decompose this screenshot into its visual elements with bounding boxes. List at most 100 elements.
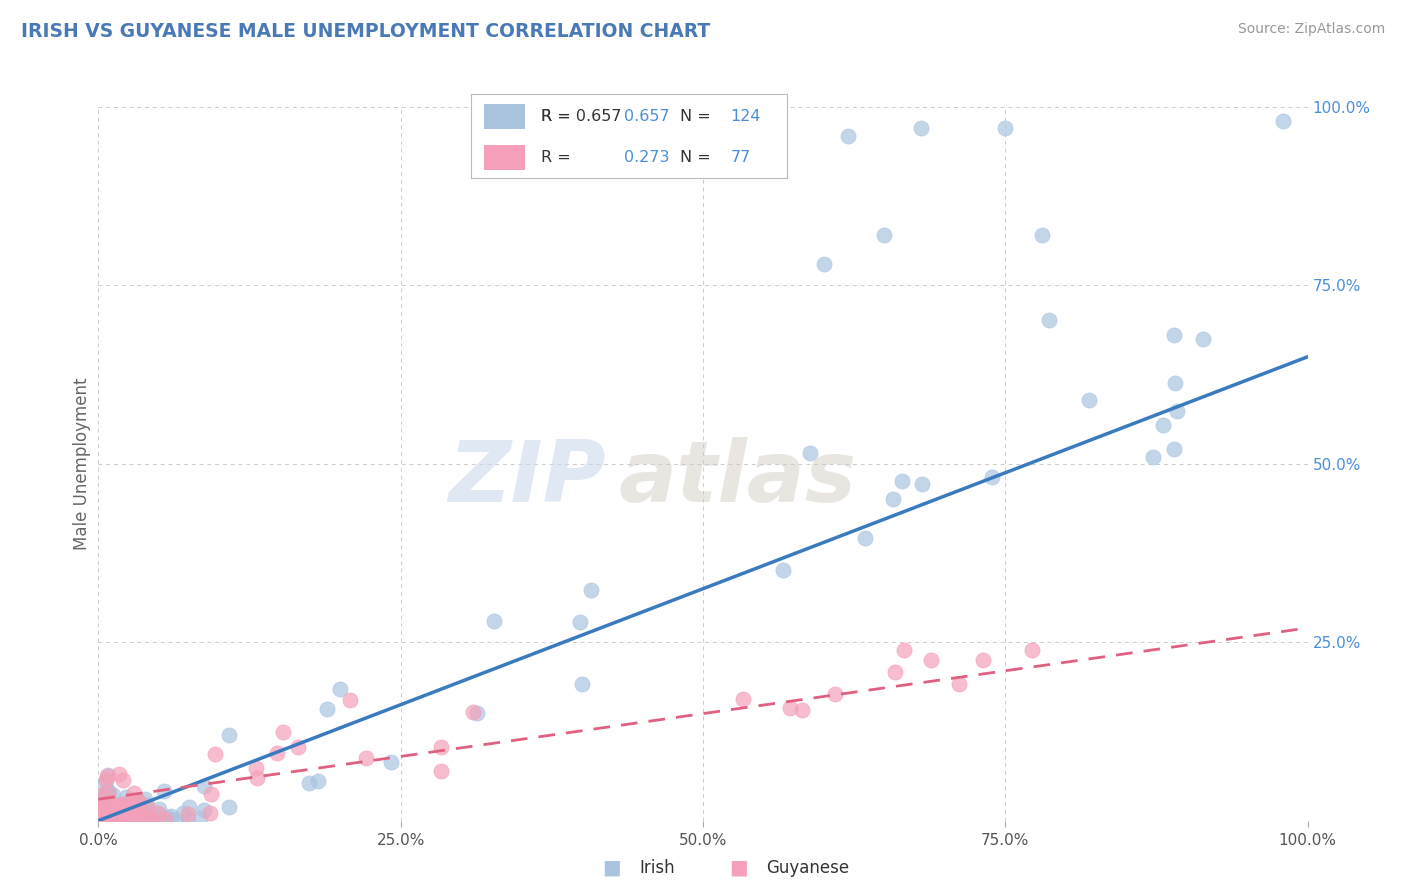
Irish: [97, 785, 120, 799]
Guyanese: [266, 746, 288, 760]
Irish: [93, 775, 115, 789]
Irish: [110, 798, 132, 813]
Guyanese: [198, 806, 221, 821]
Irish: [90, 811, 112, 825]
Guyanese: [120, 802, 142, 816]
Irish: [813, 257, 835, 271]
Irish: [93, 788, 115, 802]
Irish: [94, 796, 117, 810]
Irish: [127, 798, 149, 813]
Irish: [571, 677, 593, 691]
Irish: [1152, 418, 1174, 433]
Text: ▪: ▪: [602, 854, 621, 882]
Guyanese: [89, 799, 111, 814]
Irish: [103, 788, 125, 802]
Irish: [124, 813, 146, 827]
Guyanese: [117, 798, 139, 813]
Irish: [89, 813, 111, 827]
Irish: [1166, 403, 1188, 417]
Guyanese: [110, 797, 132, 811]
Guyanese: [111, 773, 134, 788]
Irish: [1142, 450, 1164, 464]
Irish: [115, 810, 138, 824]
Guyanese: [96, 769, 118, 783]
Irish: [153, 784, 176, 798]
Guyanese: [122, 786, 145, 800]
Irish: [994, 121, 1017, 136]
Guyanese: [89, 799, 111, 814]
Guyanese: [128, 795, 150, 809]
Irish: [104, 805, 127, 820]
Guyanese: [108, 766, 131, 780]
Irish: [1038, 313, 1060, 327]
Irish: [127, 794, 149, 808]
Guyanese: [779, 701, 801, 715]
Irish: [141, 812, 163, 826]
Guyanese: [204, 747, 226, 761]
Guyanese: [461, 705, 484, 719]
Guyanese: [883, 665, 905, 679]
Guyanese: [129, 813, 152, 827]
Irish: [1163, 442, 1185, 456]
Irish: [298, 775, 321, 789]
Irish: [91, 812, 114, 826]
Irish: [94, 803, 117, 817]
Text: 124: 124: [731, 109, 761, 124]
Guyanese: [89, 800, 111, 814]
Guyanese: [287, 739, 309, 754]
Irish: [132, 809, 155, 823]
Irish: [218, 799, 240, 814]
Irish: [110, 800, 132, 814]
Guyanese: [105, 811, 128, 825]
Irish: [127, 801, 149, 815]
Irish: [98, 810, 121, 824]
Irish: [160, 809, 183, 823]
Guyanese: [94, 773, 117, 788]
FancyBboxPatch shape: [484, 145, 524, 169]
Irish: [772, 563, 794, 577]
Guyanese: [790, 703, 813, 717]
Irish: [110, 812, 132, 826]
Guyanese: [91, 811, 114, 825]
Guyanese: [125, 813, 148, 827]
Irish: [980, 470, 1002, 484]
Irish: [138, 805, 160, 820]
Guyanese: [136, 800, 159, 814]
Guyanese: [893, 643, 915, 657]
Guyanese: [96, 805, 118, 820]
Irish: [132, 808, 155, 822]
Guyanese: [93, 798, 115, 813]
Guyanese: [98, 797, 121, 811]
Guyanese: [98, 806, 121, 821]
Irish: [89, 805, 111, 820]
Guyanese: [972, 653, 994, 667]
Irish: [107, 812, 129, 826]
Guyanese: [111, 811, 134, 825]
Irish: [117, 813, 139, 827]
Irish: [98, 812, 121, 826]
Y-axis label: Male Unemployment: Male Unemployment: [73, 377, 91, 550]
Irish: [165, 813, 187, 827]
Guyanese: [112, 813, 135, 827]
Guyanese: [115, 813, 138, 827]
Guyanese: [138, 809, 160, 823]
Irish: [138, 807, 160, 822]
Guyanese: [271, 724, 294, 739]
Irish: [482, 614, 505, 628]
Text: R = 0.657: R = 0.657: [541, 109, 621, 124]
Irish: [172, 806, 194, 821]
Guyanese: [105, 804, 128, 818]
Text: atlas: atlas: [619, 436, 856, 520]
Irish: [93, 811, 115, 825]
Irish: [122, 813, 145, 827]
Irish: [465, 706, 488, 721]
Irish: [104, 811, 127, 825]
Guyanese: [1021, 642, 1043, 657]
Irish: [115, 796, 138, 810]
Guyanese: [97, 805, 120, 819]
Irish: [93, 806, 115, 821]
Text: ▪: ▪: [728, 854, 748, 882]
Guyanese: [127, 793, 149, 807]
Irish: [93, 789, 115, 804]
Irish: [100, 806, 122, 821]
